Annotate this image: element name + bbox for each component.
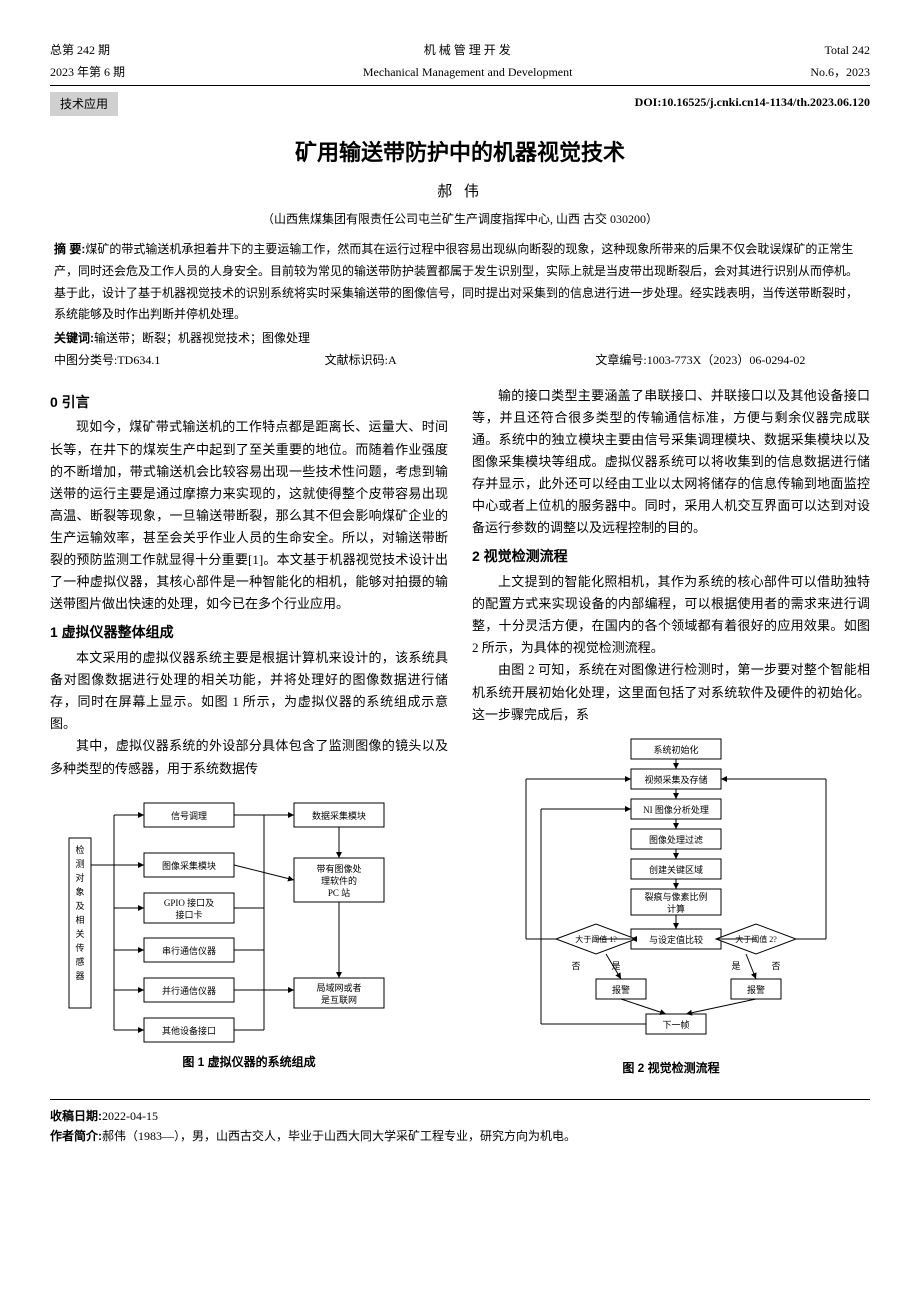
doi: DOI:10.16525/j.cnki.cn14-1134/th.2023.06… [635, 92, 870, 112]
fig1-caption: 图 1 虚拟仪器的系统组成 [50, 1052, 448, 1072]
p1c: 输的接口类型主要涵盖了串联接口、并联接口以及其他设备接口等，并且还符合很多类型的… [472, 385, 870, 540]
keywords-row: 关键词:输送带；断裂；机器视觉技术；图像处理 [54, 328, 866, 348]
svg-text:计算: 计算 [667, 903, 685, 914]
journal-cn: 机 械 管 理 开 发 [424, 40, 511, 60]
p2b: 由图 2 可知，系统在对图像进行检测时，第一步要对整个智能相机系统开展初始化处理… [472, 659, 870, 725]
keywords-label: 关键词: [54, 331, 94, 345]
svg-text:GPIO 接口及: GPIO 接口及 [164, 897, 214, 908]
svg-text:其他设备接口: 其他设备接口 [162, 1025, 216, 1036]
classification-row: 中图分类号:TD634.1 文献标识码:A 文章编号:1003-773X（202… [54, 350, 866, 370]
svg-text:系统初始化: 系统初始化 [653, 744, 698, 755]
doccode: A [388, 353, 397, 367]
recv-date: 2022-04-15 [102, 1109, 158, 1123]
svg-text:串行通信仪器: 串行通信仪器 [162, 945, 216, 956]
svg-text:局域网或者: 局域网或者 [316, 982, 361, 993]
svg-text:图像采集模块: 图像采集模块 [162, 860, 216, 871]
figure-2: 系统初始化 视频采集及存储 NI 图像分析处理 图像处理过滤 创建关键区域 裂痕… [472, 734, 870, 1078]
body-columns: 0 引言 现如今，煤矿带式输送机的工作特点都是距离长、运量大、时间长等，在井下的… [50, 385, 870, 1083]
artno-label: 文章编号: [595, 353, 646, 367]
svg-text:NI 图像分析处理: NI 图像分析处理 [643, 804, 709, 815]
clc-label: 中图分类号: [54, 353, 117, 367]
fig2-steps: 系统初始化 视频采集及存储 NI 图像分析处理 图像处理过滤 创建关键区域 裂痕… [631, 739, 721, 929]
abstract-text: 煤矿的带式输送机承担着井下的主要运输工作，然而其在运行过程中很容易出现纵向断裂的… [54, 242, 858, 321]
clc: TD634.1 [117, 353, 160, 367]
sec2-heading: 2 视觉检测流程 [472, 545, 870, 569]
svg-text:是互联网: 是互联网 [321, 995, 357, 1005]
svg-text:接口卡: 接口卡 [175, 909, 202, 920]
svg-text:创建关键区域: 创建关键区域 [649, 864, 703, 875]
p0a: 现如今，煤矿带式输送机的工作特点都是距离长、运量大、时间长等，在井下的煤炭生产中… [50, 416, 448, 615]
bio-label: 作者简介: [50, 1129, 102, 1143]
journal-en: Mechanical Management and Development [363, 62, 573, 82]
fig2-caption: 图 2 视觉检测流程 [472, 1058, 870, 1078]
svg-text:否: 否 [771, 961, 780, 971]
abstract-block: 摘 要:煤矿的带式输送机承担着井下的主要运输工作，然而其在运行过程中很容易出现纵… [54, 239, 866, 325]
p2a: 上文提到的智能化照相机，其作为系统的核心部件可以借助独特的配置方式来实现设备的内… [472, 571, 870, 659]
keywords-text: 输送带；断裂；机器视觉技术；图像处理 [94, 331, 310, 345]
author: 郝 伟 [50, 180, 870, 206]
svg-text:PC 站: PC 站 [328, 887, 350, 898]
figure-1: 检测对象及相关传感器 信号调理 图像采集模块 GPIO 接口及接口卡 串行通信仪… [50, 788, 448, 1072]
fig1-svg: 检测对象及相关传感器 信号调理 图像采集模块 GPIO 接口及接口卡 串行通信仪… [64, 788, 434, 1048]
artno: 1003-773X（2023）06-0294-02 [647, 353, 806, 367]
header-row-1: 总第 242 期 机 械 管 理 开 发 Total 242 [50, 40, 870, 60]
header-rule [50, 85, 870, 86]
tag-row: 技术应用 DOI:10.16525/j.cnki.cn14-1134/th.20… [50, 92, 870, 116]
svg-text:数据采集模块: 数据采集模块 [312, 810, 366, 821]
svg-text:并行通信仪器: 并行通信仪器 [162, 985, 216, 996]
header-row-2: 2023 年第 6 期 Mechanical Management and De… [50, 62, 870, 82]
total-en: Total 242 [825, 40, 871, 60]
svg-text:信号调理: 信号调理 [171, 810, 207, 821]
recv-label: 收稿日期: [50, 1109, 102, 1123]
no-en: No.6，2023 [810, 62, 870, 82]
svg-text:否: 否 [571, 961, 580, 971]
sec1-heading: 1 虚拟仪器整体组成 [50, 621, 448, 645]
p1a: 本文采用的虚拟仪器系统主要是根据计算机来设计的，该系统具备对图像数据进行处理的相… [50, 647, 448, 735]
footer: 收稿日期:2022-04-15 作者简介:郝伟（1983—），男，山西古交人，毕… [50, 1099, 870, 1147]
issue-year: 2023 年第 6 期 [50, 62, 125, 82]
svg-text:报警: 报警 [747, 984, 765, 995]
svg-text:理软件的: 理软件的 [321, 875, 357, 886]
affiliation: （山西焦煤集团有限责任公司屯兰矿生产调度指挥中心, 山西 古交 030200） [50, 209, 870, 229]
svg-text:是: 是 [731, 961, 740, 971]
sec0-heading: 0 引言 [50, 391, 448, 415]
bio-text: 郝伟（1983—），男，山西古交人，毕业于山西大同大学采矿工程专业，研究方向为机… [102, 1129, 576, 1143]
fig2-svg: 系统初始化 视频采集及存储 NI 图像分析处理 图像处理过滤 创建关键区域 裂痕… [486, 734, 856, 1054]
svg-text:与设定值比较: 与设定值比较 [649, 934, 703, 945]
article-title: 矿用输送带防护中的机器视觉技术 [50, 134, 870, 171]
svg-text:裂痕与像素比例: 裂痕与像素比例 [644, 891, 707, 902]
issue-total: 总第 242 期 [50, 40, 110, 60]
svg-text:图像处理过滤: 图像处理过滤 [649, 834, 703, 845]
p1b: 其中，虚拟仪器系统的外设部分具体包含了监测图像的镜头以及多种类型的传感器，用于系… [50, 735, 448, 779]
svg-text:带有图像处: 带有图像处 [316, 863, 361, 874]
doccode-label: 文献标识码: [325, 353, 388, 367]
svg-text:报警: 报警 [612, 984, 630, 995]
section-tag: 技术应用 [50, 92, 118, 116]
abstract-label: 摘 要: [54, 242, 85, 256]
svg-text:视频采集及存储: 视频采集及存储 [644, 774, 707, 785]
fig1-mid-col: 信号调理 图像采集模块 GPIO 接口及接口卡 串行通信仪器 并行通信仪器 其他… [144, 803, 234, 1042]
svg-text:下一帧: 下一帧 [662, 1019, 689, 1030]
